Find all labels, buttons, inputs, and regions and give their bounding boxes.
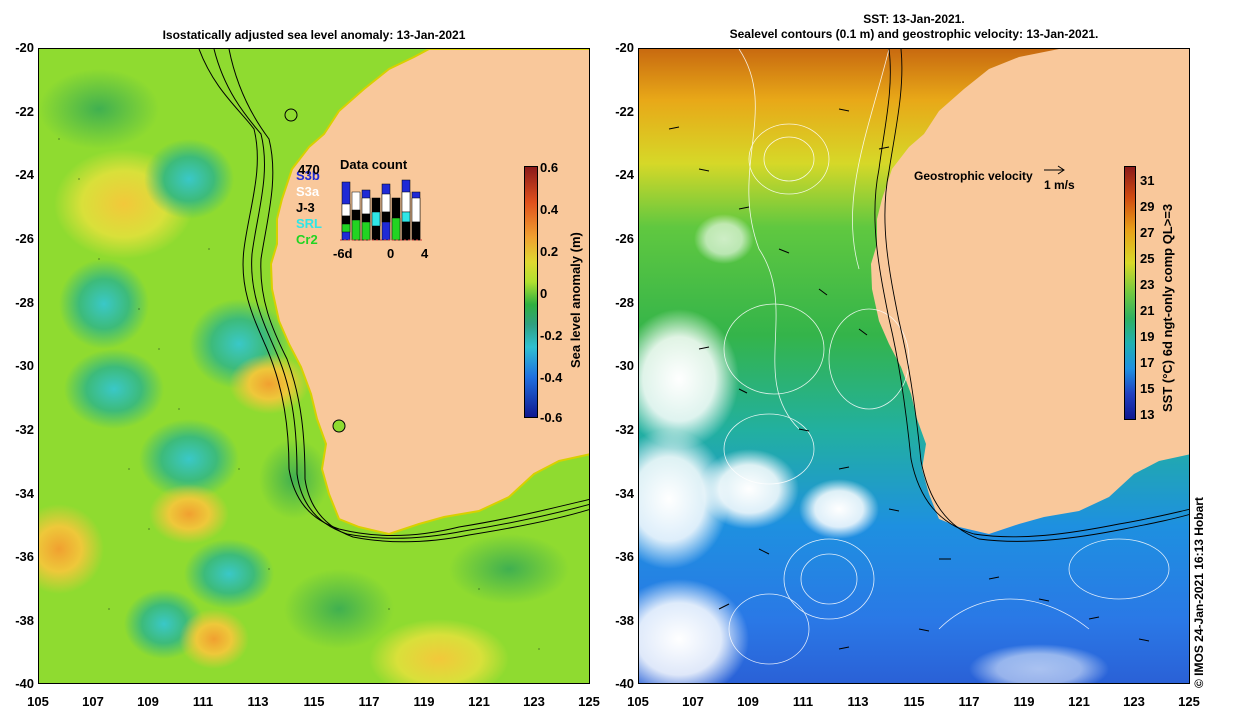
right-x-tick: 109 bbox=[737, 694, 759, 709]
right-x-tick: 119 bbox=[1013, 694, 1035, 709]
colorbar-tick: -0.4 bbox=[540, 370, 563, 385]
right-y-tick: -32 bbox=[615, 422, 634, 437]
sst-colorbar-label: SST (°C) 6d ngt-only comp QL>=3 bbox=[1160, 203, 1175, 412]
right-x-tick: 121 bbox=[1068, 694, 1090, 709]
colorbar-tick: 23 bbox=[1140, 277, 1155, 292]
right-x-tick: 123 bbox=[1123, 694, 1145, 709]
right-y-tick: -38 bbox=[615, 613, 634, 628]
colorbar-tick: 15 bbox=[1140, 381, 1155, 396]
right-y-tick: -26 bbox=[615, 231, 634, 246]
satellite-legend-s3b: S3b bbox=[296, 168, 320, 183]
colorbar-tick: 17 bbox=[1140, 355, 1155, 370]
right-y-tick: -20 bbox=[615, 40, 634, 55]
sea-level-colorbar-label: Sea level anomaly (m) bbox=[568, 232, 583, 368]
data-count-x-tick: 0 bbox=[387, 246, 395, 261]
right-y-tick: -40 bbox=[615, 676, 634, 691]
right-x-tick: 105 bbox=[627, 694, 649, 709]
right-y-tick: -34 bbox=[615, 486, 634, 501]
left-x-tick: 121 bbox=[468, 694, 490, 709]
left-x-tick: 115 bbox=[303, 694, 325, 709]
right-y-tick: -30 bbox=[615, 358, 634, 373]
right-panel-title-line1: SST: 13-Jan-2021. bbox=[863, 12, 965, 26]
left-y-tick: -32 bbox=[15, 422, 34, 437]
right-y-tick: -24 bbox=[615, 167, 634, 182]
left-x-tick: 109 bbox=[137, 694, 159, 709]
velocity-scale-arrow-icon bbox=[1044, 165, 1065, 175]
data-count-bars bbox=[340, 179, 422, 241]
satellite-legend-cr2: Cr2 bbox=[296, 232, 318, 247]
colorbar-tick: 27 bbox=[1140, 225, 1155, 240]
left-y-tick: -22 bbox=[15, 104, 34, 119]
right-x-tick: 113 bbox=[847, 694, 869, 709]
left-x-tick: 125 bbox=[578, 694, 600, 709]
sea-level-anomaly-map[interactable] bbox=[38, 48, 590, 684]
colorbar-tick: 29 bbox=[1140, 199, 1155, 214]
sea-level-colorbar bbox=[524, 166, 538, 418]
colorbar-tick: -0.2 bbox=[540, 328, 563, 343]
satellite-legend-srl: SRL bbox=[296, 216, 322, 231]
colorbar-tick: 19 bbox=[1140, 329, 1155, 344]
right-y-tick: -36 bbox=[615, 549, 634, 564]
left-x-tick: 113 bbox=[247, 694, 269, 709]
left-y-tick: -36 bbox=[15, 549, 34, 564]
right-x-tick: 111 bbox=[792, 694, 814, 709]
left-x-tick: 105 bbox=[27, 694, 49, 709]
colorbar-tick: 0.2 bbox=[540, 244, 559, 259]
right-x-tick: 115 bbox=[903, 694, 925, 709]
satellite-legend-s3a: S3a bbox=[296, 184, 320, 199]
colorbar-tick: 21 bbox=[1140, 303, 1155, 318]
left-y-tick: -20 bbox=[15, 40, 34, 55]
colorbar-tick: 0.4 bbox=[540, 202, 559, 217]
colorbar-tick: 31 bbox=[1140, 173, 1155, 188]
left-x-tick: 111 bbox=[192, 694, 214, 709]
geostrophic-velocity-legend: Geostrophic velocity bbox=[914, 169, 1033, 183]
left-y-tick: -40 bbox=[15, 676, 34, 691]
left-y-tick: -34 bbox=[15, 486, 34, 501]
data-count-x-tick: -6d bbox=[333, 246, 353, 261]
data-count-x-tick: 4 bbox=[421, 246, 429, 261]
left-x-tick: 107 bbox=[82, 694, 104, 709]
data-count-max-label: 470 bbox=[298, 162, 320, 177]
left-panel-title: Isostatically adjusted sea level anomaly… bbox=[162, 28, 466, 42]
right-panel-title-line2: Sealevel contours (0.1 m) and geostrophi… bbox=[729, 27, 1099, 41]
right-x-tick: 107 bbox=[682, 694, 704, 709]
colorbar-tick: 0 bbox=[540, 286, 548, 301]
velocity-scale-label: 1 m/s bbox=[1044, 178, 1075, 192]
right-x-tick: 117 bbox=[958, 694, 980, 709]
colorbar-tick: 0.6 bbox=[540, 160, 559, 175]
right-y-tick: -28 bbox=[615, 295, 634, 310]
right-y-tick: -22 bbox=[615, 104, 634, 119]
left-y-tick: -24 bbox=[15, 167, 34, 182]
left-x-tick: 123 bbox=[523, 694, 545, 709]
left-y-tick: -26 bbox=[15, 231, 34, 246]
colorbar-tick: 25 bbox=[1140, 251, 1155, 266]
colorbar-tick: -0.6 bbox=[540, 410, 563, 425]
sst-colorbar bbox=[1124, 166, 1136, 420]
left-x-tick: 117 bbox=[358, 694, 380, 709]
data-count-title: Data count bbox=[340, 157, 408, 172]
left-x-tick: 119 bbox=[413, 694, 435, 709]
sst-map[interactable] bbox=[638, 48, 1190, 684]
imos-credit: © IMOS 24-Jan-2021 16:13 Hobart bbox=[1192, 497, 1206, 688]
left-y-tick: -28 bbox=[15, 295, 34, 310]
satellite-legend-j3: J-3 bbox=[296, 200, 315, 215]
right-x-tick: 125 bbox=[1178, 694, 1200, 709]
left-y-tick: -30 bbox=[15, 358, 34, 373]
left-y-tick: -38 bbox=[15, 613, 34, 628]
colorbar-tick: 13 bbox=[1140, 407, 1155, 422]
